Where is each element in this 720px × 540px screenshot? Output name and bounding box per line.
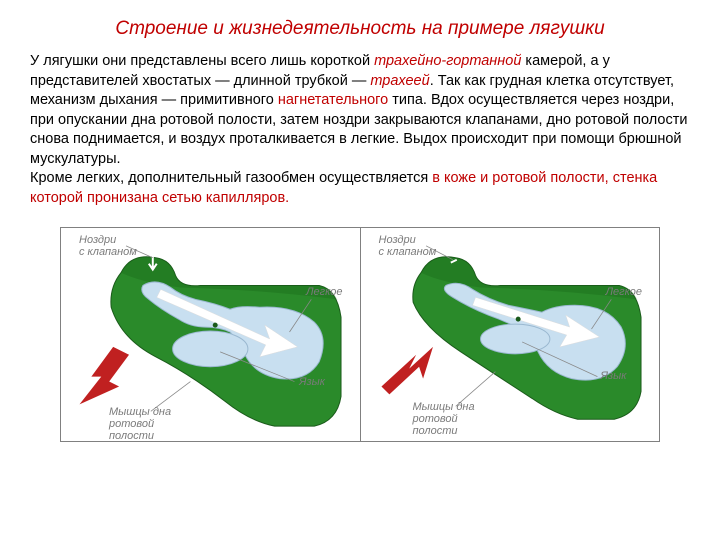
frog-exhale-svg [361,228,660,441]
term-pump: нагнетательного [278,92,388,108]
text-1: У лягушки они представлены всего лишь ко… [30,53,374,69]
label-tongue-left: Язык [299,376,325,388]
label-lung-right: Легкое [606,286,643,298]
label-muscles-left: Мышцы днаротовойполости [109,406,171,442]
term-trachea: трахеей [370,73,429,89]
label-nostril-right: Ноздрис клапаном [379,234,437,258]
frog-inhale-svg [61,228,360,441]
diagram-container: Ноздрис клапаном Легкое Язык Мышцы днаро… [60,227,660,442]
panel-exhale: Ноздрис клапаном Легкое Язык Мышцы днаро… [361,228,660,441]
page-title: Строение и жизнедеятельность на примере … [30,18,690,40]
label-nostril-left: Ноздрис клапаном [79,234,137,258]
label-muscles-right: Мышцы днаротовойполости [413,401,475,437]
term-trachea-larynx: трахейно-гортанной [374,53,521,69]
body-paragraph: У лягушки они представлены всего лишь ко… [30,52,690,209]
panel-inhale: Ноздрис клапаном Легкое Язык Мышцы днаро… [61,228,361,441]
label-lung-left: Легкое [306,286,343,298]
label-tongue-right: Язык [601,370,627,382]
text-8: Кроме легких, дополнительный газообмен о… [30,170,432,186]
